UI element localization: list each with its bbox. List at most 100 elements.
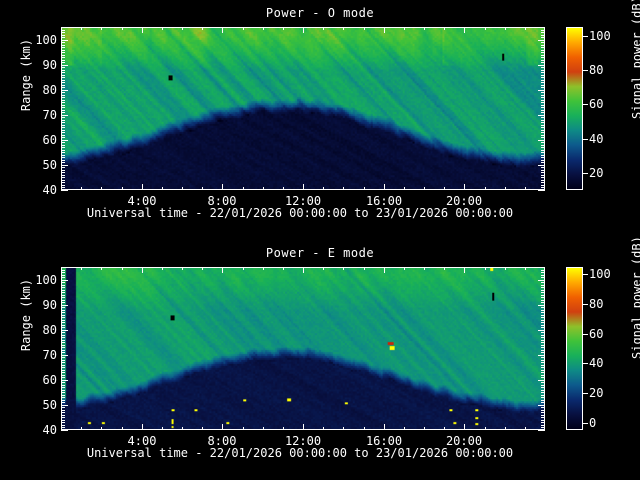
y-tick-minor [541, 357, 545, 358]
y-tick-minor [541, 402, 545, 403]
colorbar-e-mode [566, 267, 583, 430]
y-tick-minor [541, 172, 545, 173]
y-tick-minor [61, 302, 65, 303]
x-tick-minor [202, 187, 203, 190]
x-axis-title-e-mode: Universal time - 22/01/2026 00:00:00 to … [86, 446, 514, 460]
x-tick-major [384, 27, 385, 33]
y-tick-minor [61, 122, 65, 123]
x-axis-title-o-mode: Universal time - 22/01/2026 00:00:00 to … [86, 206, 514, 220]
x-tick-minor [182, 187, 183, 190]
colorbar-title-o-mode: Signal power (dB) [630, 0, 640, 119]
y-tick-minor [541, 127, 545, 128]
x-tick-minor [81, 427, 82, 430]
y-tick-minor [541, 100, 545, 101]
y-tick-minor [541, 272, 545, 273]
colorbar-tick-label: 20 [589, 166, 604, 180]
x-tick-minor [122, 187, 123, 190]
y-tick-minor [541, 292, 545, 293]
y-tick-minor [61, 32, 65, 33]
y-tick-minor [541, 57, 545, 58]
y-tick-minor [61, 362, 65, 363]
panel-title-o-mode: Power - O mode [265, 6, 375, 20]
y-tick-minor [61, 135, 65, 136]
y-tick-major [61, 140, 68, 141]
y-tick-minor [541, 415, 545, 416]
y-tick-minor [61, 325, 65, 326]
x-tick-major [142, 267, 143, 273]
y-tick-label: 50 [42, 158, 57, 172]
y-tick-minor [61, 62, 65, 63]
y-tick-minor [61, 425, 65, 426]
colorbar-tick-label: 100 [589, 267, 611, 281]
y-tick-minor [61, 107, 65, 108]
y-tick-minor [541, 75, 545, 76]
y-tick-minor [541, 142, 545, 143]
x-tick-minor [424, 427, 425, 430]
y-tick-major [61, 65, 68, 66]
heatmap-canvas-o-mode [62, 28, 544, 189]
y-tick-minor [61, 400, 65, 401]
x-tick-label: 4:00 [127, 434, 157, 448]
y-tick-minor [61, 310, 65, 311]
y-tick-minor [541, 425, 545, 426]
y-tick-minor [541, 287, 545, 288]
y-tick-minor [61, 312, 65, 313]
x-tick-major [142, 424, 143, 430]
y-tick-major [538, 430, 545, 431]
x-tick-minor [505, 267, 506, 270]
y-tick-major [61, 90, 68, 91]
x-tick-minor [81, 27, 82, 30]
x-tick-minor [243, 187, 244, 190]
y-tick-minor [541, 385, 545, 386]
y-tick-minor [61, 275, 65, 276]
y-tick-minor [541, 340, 545, 341]
y-tick-minor [61, 37, 65, 38]
x-tick-minor [485, 27, 486, 30]
y-tick-minor [61, 157, 65, 158]
x-tick-major [384, 184, 385, 190]
y-tick-minor [541, 137, 545, 138]
y-tick-minor [61, 292, 65, 293]
x-tick-minor [122, 427, 123, 430]
y-tick-minor [541, 70, 545, 71]
x-tick-minor [444, 27, 445, 30]
y-tick-minor [61, 180, 65, 181]
y-tick-label: 100 [35, 33, 57, 47]
panel-power-e-mode: Power - E mode Range (km) Universal time… [0, 236, 640, 480]
y-tick-minor [541, 162, 545, 163]
y-tick-minor [541, 47, 545, 48]
y-tick-minor [61, 270, 65, 271]
y-tick-label: 60 [42, 133, 57, 147]
y-tick-minor [541, 325, 545, 326]
y-tick-minor [61, 85, 65, 86]
y-tick-minor [541, 60, 545, 61]
colorbar-tick [583, 334, 588, 335]
y-tick-minor [541, 387, 545, 388]
y-tick-minor [541, 427, 545, 428]
y-tick-major [61, 115, 68, 116]
y-tick-minor [541, 275, 545, 276]
y-tick-major [538, 305, 545, 306]
y-tick-minor [61, 125, 65, 126]
x-tick-minor [81, 187, 82, 190]
y-tick-minor [541, 410, 545, 411]
y-tick-minor [541, 390, 545, 391]
x-tick-minor [424, 187, 425, 190]
x-tick-label: 12:00 [284, 434, 322, 448]
y-tick-minor [541, 317, 545, 318]
x-tick-minor [202, 27, 203, 30]
y-tick-minor [541, 347, 545, 348]
y-tick-minor [61, 117, 65, 118]
plot-area-e-mode [61, 267, 545, 430]
y-tick-minor [541, 382, 545, 383]
y-tick-minor [61, 340, 65, 341]
y-tick-minor [541, 322, 545, 323]
y-tick-minor [541, 112, 545, 113]
x-tick-minor [444, 427, 445, 430]
x-tick-minor [243, 27, 244, 30]
colorbar-tick [583, 274, 588, 275]
y-tick-minor [541, 337, 545, 338]
y-tick-minor [541, 185, 545, 186]
y-tick-minor [61, 42, 65, 43]
x-tick-minor [283, 267, 284, 270]
